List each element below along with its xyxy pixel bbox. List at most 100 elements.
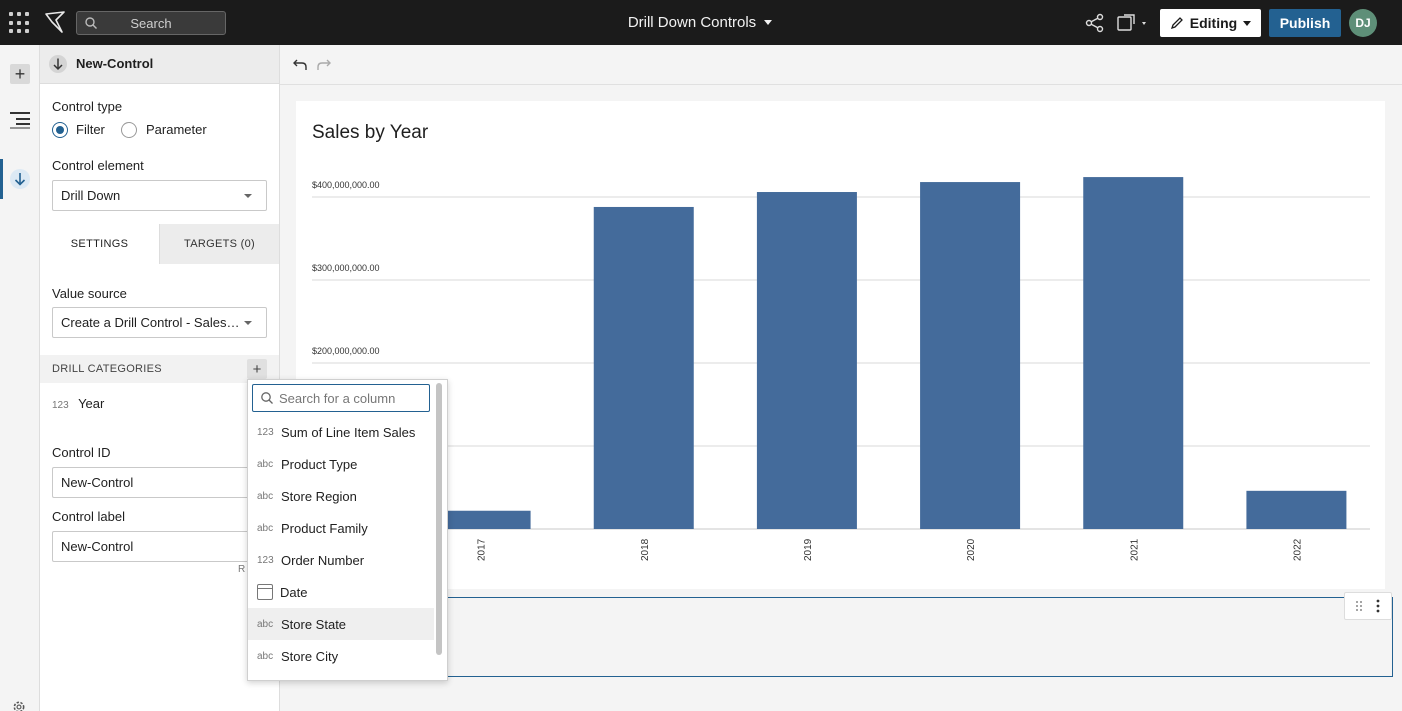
x-tick-label: 2022	[1292, 538, 1303, 561]
add-element-icon[interactable]: +	[10, 64, 30, 84]
control-label-label: Control label	[52, 509, 125, 524]
x-tick-label: 2019	[803, 538, 814, 561]
bar	[1083, 177, 1184, 529]
undo-icon[interactable]	[292, 57, 308, 73]
column-option-label: Sum of Line Item Sales	[281, 424, 416, 440]
column-option[interactable]: abc Store State	[248, 608, 434, 640]
drill-category-label: Year	[78, 396, 105, 411]
number-type-icon: 123	[52, 400, 69, 411]
column-option-label: Store City	[281, 648, 339, 664]
text-type-icon: abc	[257, 490, 274, 502]
column-option[interactable]: 123 Sum of Line Item Sales	[248, 416, 434, 448]
text-type-icon: abc	[257, 458, 274, 470]
column-picker-dropdown: 123 Sum of Line Item Sales abc Product T…	[247, 379, 448, 681]
drill-control-element[interactable]	[440, 597, 1393, 677]
drill-categories-header: DRILL CATEGORIES +	[40, 355, 279, 383]
control-id-label: Control ID	[52, 445, 111, 460]
column-option[interactable]: abc Product Type	[248, 448, 434, 480]
control-label-input[interactable]	[52, 531, 252, 562]
control-type-label: Control type	[52, 99, 123, 114]
control-name: New-Control	[76, 56, 154, 71]
gear-icon[interactable]	[10, 700, 28, 711]
value-source-label: Value source	[52, 286, 127, 301]
drill-control-icon[interactable]	[10, 169, 30, 189]
search-input[interactable]	[77, 12, 225, 34]
x-tick-label: 2020	[966, 538, 977, 561]
chart-title: Sales by Year	[312, 122, 429, 143]
text-type-icon: abc	[257, 522, 274, 534]
rail-active-indicator	[0, 159, 3, 199]
editing-mode-button[interactable]: Editing	[1160, 9, 1261, 37]
user-avatar[interactable]: DJ	[1349, 9, 1377, 37]
panel-tabs: SETTINGS TARGETS (0)	[40, 224, 279, 264]
pencil-icon	[1170, 17, 1183, 30]
bar	[920, 182, 1021, 529]
search-icon	[261, 392, 273, 404]
chevron-down-icon	[764, 20, 773, 25]
column-option[interactable]: abc Store Region	[248, 480, 434, 512]
value-source-value: Create a Drill Control - Sales…	[61, 315, 240, 330]
sales-by-year-chart[interactable]: Sales by Year $200,000,000.00 $300,000,00…	[296, 101, 1385, 589]
column-option-label: Product Type	[281, 456, 358, 472]
column-option[interactable]: abc Store City	[248, 640, 434, 672]
document-title-menu[interactable]: Drill Down Controls	[600, 0, 800, 45]
editing-label: Editing	[1189, 15, 1238, 31]
chevron-down-icon	[244, 194, 252, 198]
dropdown-scrollbar[interactable]	[436, 383, 442, 655]
filter-radio[interactable]	[52, 122, 68, 138]
tab-settings[interactable]: SETTINGS	[40, 224, 160, 264]
page-outline-icon[interactable]	[10, 111, 30, 129]
chevron-down-icon	[244, 321, 252, 325]
column-option-label: Date	[280, 584, 308, 600]
control-id-input[interactable]	[52, 467, 252, 498]
value-source-select[interactable]: Create a Drill Control - Sales…	[52, 307, 267, 338]
more-options-icon[interactable]	[1376, 599, 1380, 613]
parameter-radio[interactable]	[121, 122, 137, 138]
control-element-value: Drill Down	[61, 188, 121, 203]
publish-button[interactable]: Publish	[1269, 9, 1341, 37]
column-option-label: Store Region	[281, 488, 357, 504]
column-option-label: Order Number	[281, 552, 365, 568]
drill-category-item[interactable]: 123 Year	[52, 396, 104, 411]
left-icon-rail: +	[0, 45, 40, 711]
column-option-label: Store State	[281, 616, 347, 632]
canvas-toolbar	[280, 45, 1402, 85]
column-search[interactable]	[252, 384, 430, 412]
filter-radio-label[interactable]: Filter	[76, 122, 105, 137]
element-toolbar	[1344, 592, 1392, 620]
drag-handle-icon[interactable]	[1355, 600, 1363, 612]
add-drill-category-button[interactable]: +	[247, 359, 267, 379]
drill-categories-label: DRILL CATEGORIES	[52, 363, 162, 375]
share-icon[interactable]	[1085, 13, 1105, 33]
column-option[interactable]: Date	[248, 576, 434, 608]
sigma-logo-icon[interactable]	[44, 10, 66, 34]
global-search[interactable]	[76, 11, 226, 35]
x-tick-label: 2018	[640, 538, 651, 561]
number-type-icon: 123	[257, 554, 274, 566]
text-type-icon: abc	[257, 618, 274, 630]
column-option[interactable]: 123 Order Number	[248, 544, 434, 576]
x-tick-label: 2021	[1129, 538, 1140, 561]
app-grid-icon[interactable]	[9, 12, 31, 34]
column-option[interactable]: abc Product Family	[248, 512, 434, 544]
bar	[593, 206, 694, 529]
version-sync-icon[interactable]	[1116, 13, 1150, 33]
bar-chart-plot: $200,000,000.00 $300,000,000.00 $400,000,0…	[312, 177, 1370, 561]
bar	[430, 510, 531, 529]
control-properties-panel: New-Control Control type Filter Paramete…	[40, 45, 280, 711]
y-tick-label: $200,000,000.00	[312, 346, 380, 356]
top-bar: Drill Down Controls Editing Publish DJ	[0, 0, 1402, 45]
tab-targets[interactable]: TARGETS (0)	[160, 224, 279, 264]
arrow-down-icon	[49, 55, 67, 73]
x-tick-label: 2017	[477, 538, 488, 561]
redo-icon[interactable]	[316, 57, 332, 73]
text-type-icon: abc	[257, 650, 274, 662]
column-search-input[interactable]	[279, 385, 427, 411]
parameter-radio-label[interactable]: Parameter	[146, 122, 207, 137]
y-tick-label: $400,000,000.00	[312, 180, 380, 190]
y-tick-label: $300,000,000.00	[312, 263, 380, 273]
number-type-icon: 123	[257, 426, 274, 438]
control-element-select[interactable]: Drill Down	[52, 180, 267, 211]
panel-header: New-Control	[40, 45, 279, 84]
column-option-label: Product Family	[281, 520, 368, 536]
